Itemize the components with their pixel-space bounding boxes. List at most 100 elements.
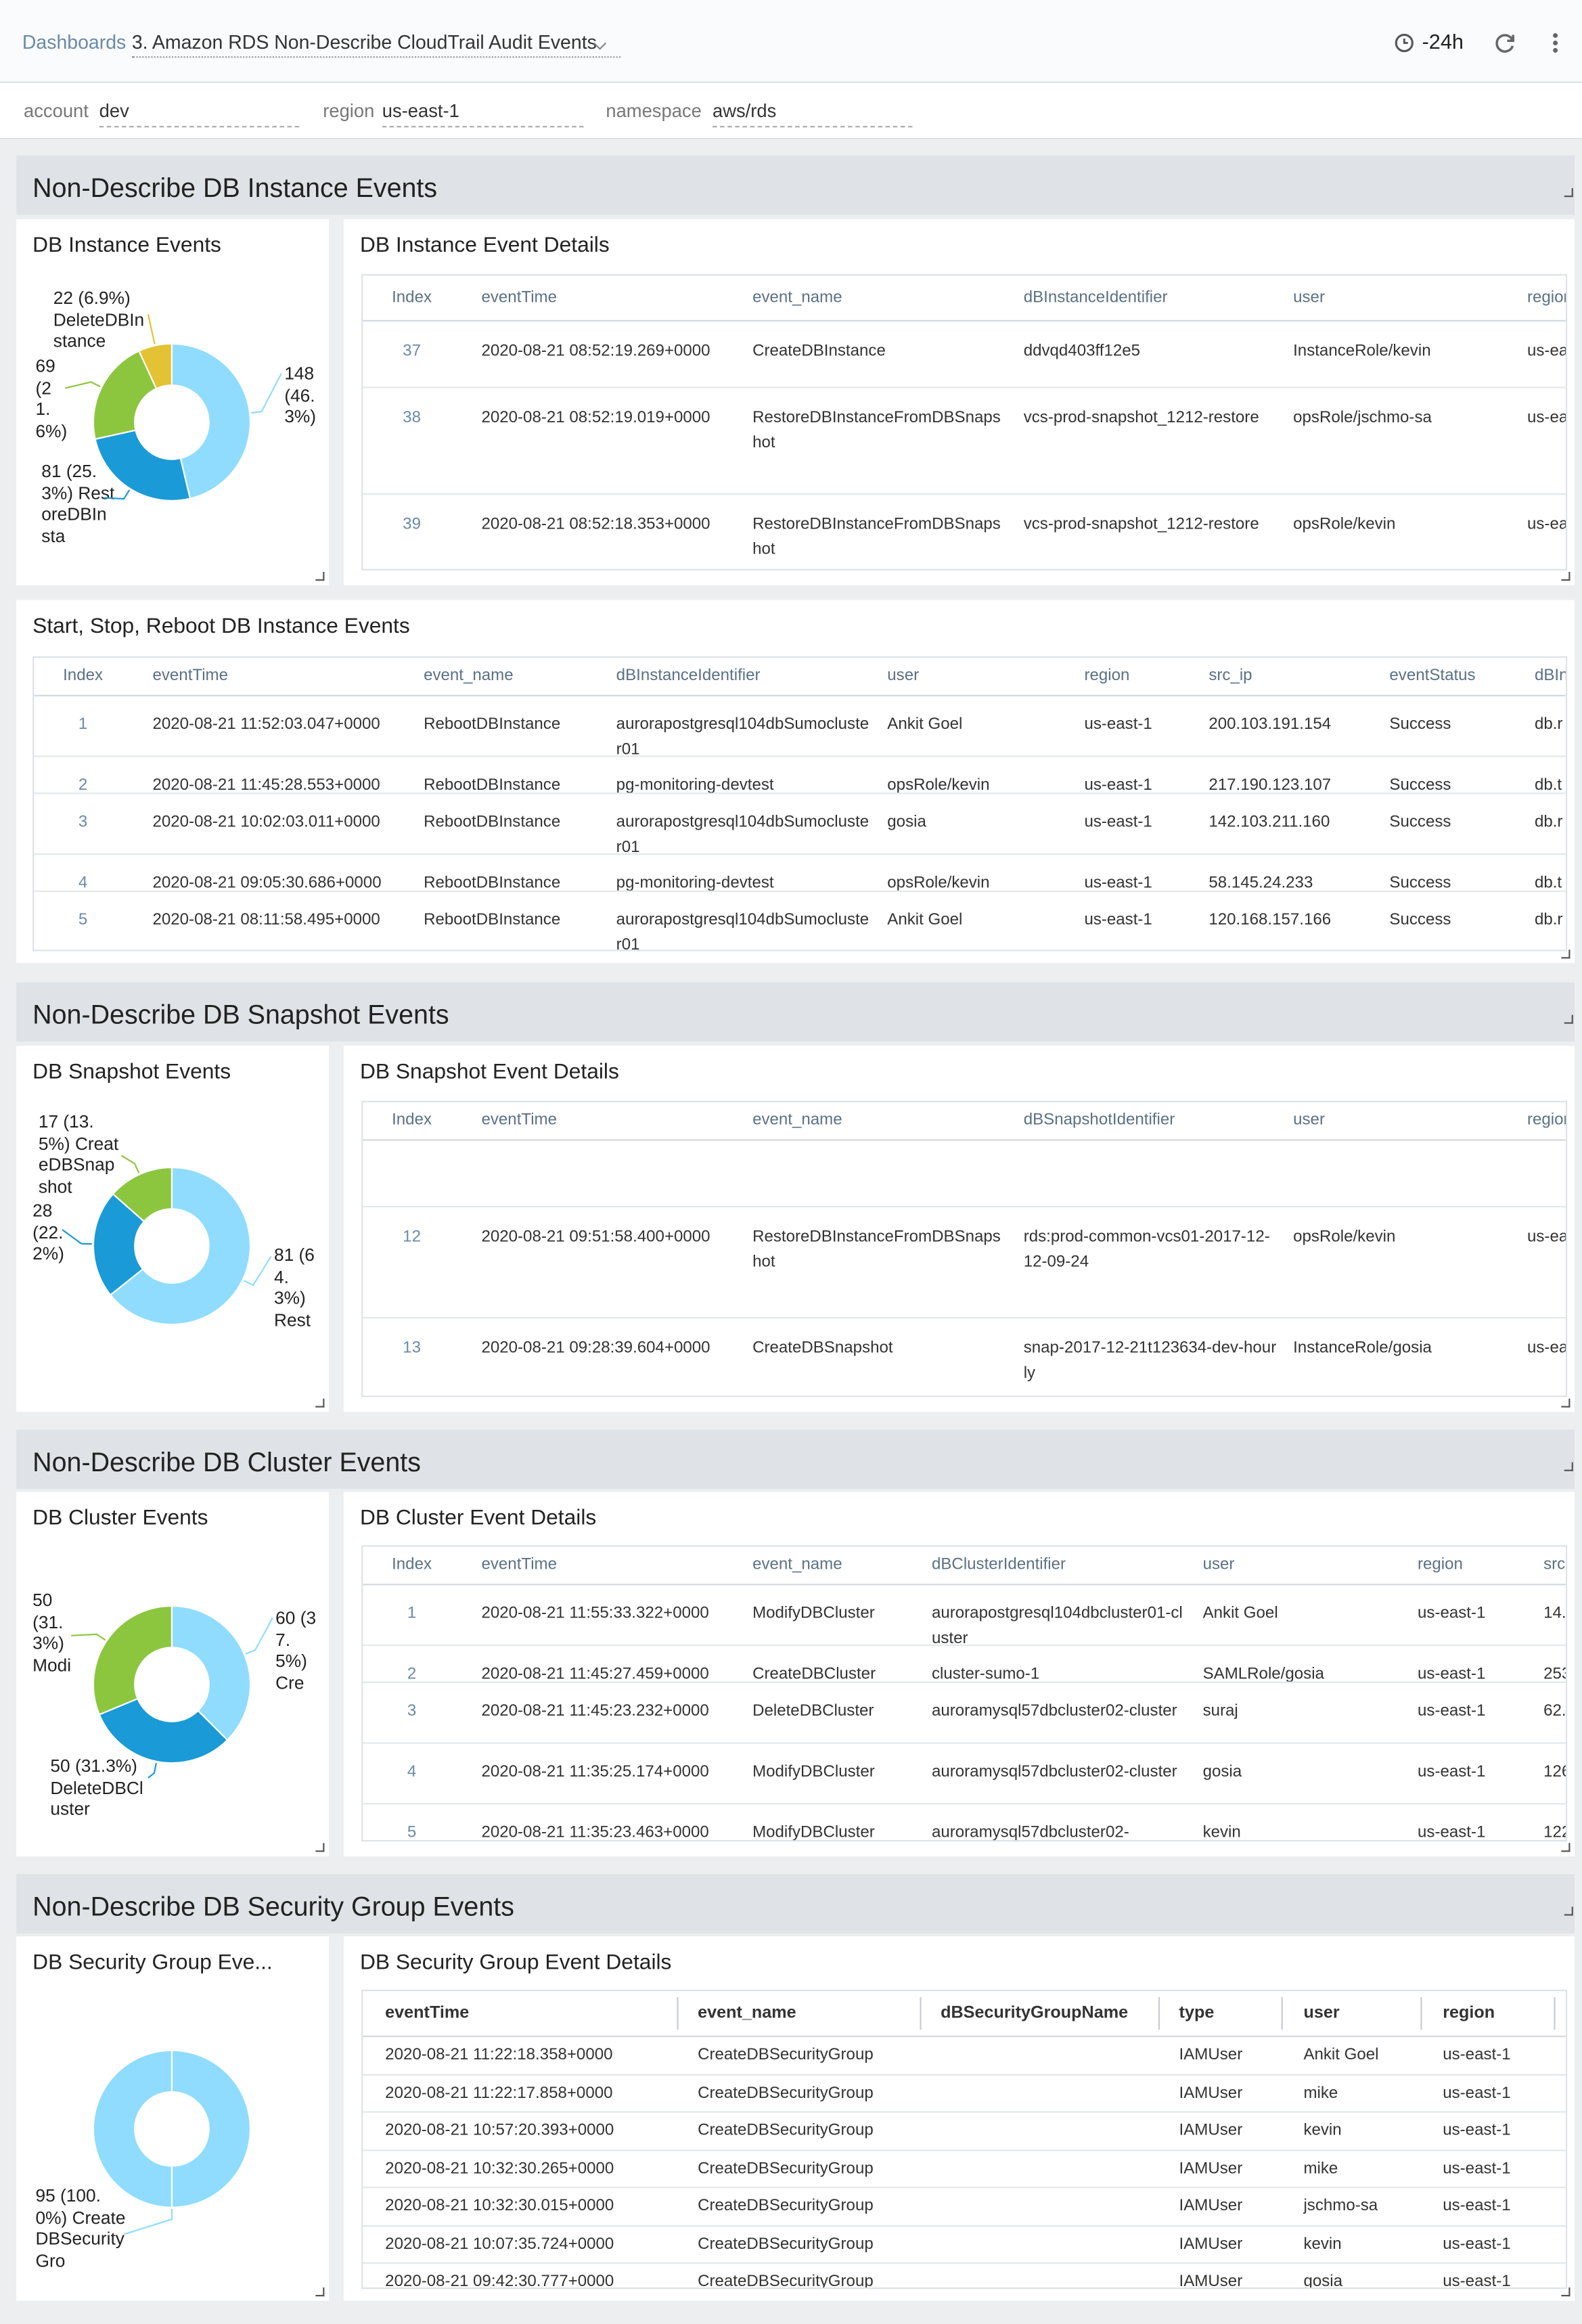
table-header (363, 1991, 1566, 2038)
table-cell: auroramysql57dbcluster02-cluster (931, 1702, 1177, 1720)
dropdown-icon[interactable] (593, 40, 608, 52)
table-cell: 2020-08-21 11:35:25.174+0000 (481, 1763, 709, 1781)
column-header[interactable]: user (1202, 1555, 1235, 1573)
column-header[interactable]: eventTime (385, 2003, 470, 2022)
table-cell: DeleteDBCluster (752, 1702, 874, 1720)
table-cell: CreateDBSecurityGroup (698, 2159, 874, 2177)
column-header[interactable]: user (887, 667, 920, 685)
resize-corner (1564, 1462, 1573, 1471)
table-cell: 200.103.191.154 (1208, 715, 1332, 734)
data-table: Index eventTime event_name dBInstanceIdenti… (361, 273, 1568, 571)
column-header[interactable]: event_name (424, 667, 514, 685)
table-cell: 38 (403, 409, 421, 427)
table-cell: 2020-08-21 10:07:35.724+0000 (385, 2235, 614, 2253)
time-range[interactable]: -24h (1422, 29, 1464, 53)
section-title: Non-Describe DB Instance Events (32, 173, 438, 203)
table-cell: ddvqd403ff12e5 (1023, 342, 1141, 360)
column-header[interactable]: dBClusterIdentifier (931, 1555, 1066, 1573)
table-cell: us-east-1 (1443, 2121, 1511, 2140)
column-header[interactable]: region (1418, 1555, 1463, 1573)
table-cell: ModifyDBCluster (752, 1823, 875, 1842)
table-cell: gosia (1202, 1763, 1242, 1781)
resize-corner (1564, 188, 1573, 198)
table-cell: cluster-sumo-1 (931, 1665, 1040, 1683)
table-cell: SAMLRole/gosia (1202, 1665, 1324, 1683)
table-cell: us-east-1 (1084, 776, 1152, 795)
column-header[interactable]: Index (392, 1555, 432, 1573)
column-header[interactable]: Index (63, 667, 104, 685)
table-cell: us-east-1 (1527, 515, 1568, 534)
menu-icon[interactable] (1551, 31, 1560, 55)
dashboard-title[interactable]: 3. Amazon RDS Non-Describe CloudTrail Au… (131, 31, 620, 58)
slice-label: 22 (6.9%) DeleteDBInstance (53, 288, 145, 352)
table-cell: RebootDBInstance (424, 874, 561, 892)
table-cell: CreateDBInstance (752, 342, 886, 360)
column-header[interactable]: dBInstanceIdentifier (1023, 288, 1168, 307)
table-cell: us-east-1 (1084, 874, 1152, 892)
column-header[interactable]: event_name (752, 1555, 842, 1573)
column-header[interactable]: type (1179, 2003, 1215, 2022)
table-cell: 2020-08-21 11:35:23.463+0000 (481, 1823, 709, 1842)
table-cell: aurorapostgresql104dbSumocluster01 (616, 715, 869, 758)
table-cell: 2020-08-21 10:32:30.265+0000 (385, 2159, 614, 2177)
column-header[interactable]: event_name (752, 1111, 842, 1130)
refresh-icon[interactable] (1493, 31, 1517, 55)
column-header[interactable]: eventTime (152, 667, 229, 685)
table-cell: us-east-1 (1418, 1604, 1486, 1623)
row-separator (34, 853, 1566, 855)
table-cell: InstanceRole/gosia (1293, 1339, 1432, 1358)
column-header[interactable]: Index (392, 1111, 432, 1130)
table-cell: db.r (1534, 911, 1563, 929)
column-header[interactable]: user (1303, 2003, 1340, 2022)
table-cell: db.r (1534, 715, 1563, 734)
column-header[interactable]: eventTime (481, 1555, 558, 1573)
data-table: eventTime event_name dBSecurityGroupName ty… (361, 1990, 1568, 2289)
column-header[interactable]: region (1443, 2003, 1495, 2022)
row-separator (363, 2262, 1566, 2264)
column-header[interactable]: Index (392, 288, 432, 307)
section-title: Non-Describe DB Snapshot Events (32, 1000, 449, 1030)
clock-icon[interactable] (1394, 32, 1415, 53)
column-header[interactable]: eventTime (481, 288, 558, 307)
slice-value-label: 50 (31.3%) (32, 1589, 64, 1654)
row-separator (363, 1742, 1566, 1744)
row-separator (34, 755, 1566, 757)
filter-value[interactable]: dev (99, 101, 300, 128)
column-header[interactable]: dBIn (1534, 667, 1568, 685)
column-header[interactable]: eventTime (481, 1111, 558, 1130)
table-cell: 58.145.24.233 (1208, 874, 1313, 892)
column-header[interactable]: src_ip (1208, 667, 1252, 685)
column-header[interactable]: user (1293, 1111, 1325, 1130)
table-cell: 2020-08-21 09:42:30.777+0000 (385, 2273, 614, 2289)
table-cell: Success (1389, 813, 1451, 832)
table-cell: us-east-1 (1527, 1228, 1568, 1247)
table-cell: vcs-prod-snapshot_1212-restore (1023, 409, 1259, 427)
column-header[interactable]: region (1527, 1111, 1566, 1130)
filter-value[interactable]: us-east-1 (382, 101, 584, 128)
slice-label: 17 (13.5%) CreateDBSnapshot (39, 1111, 122, 1197)
table-cell: db.t (1534, 776, 1562, 795)
column-header[interactable]: user (1293, 288, 1325, 307)
column-header[interactable]: eventStatus (1389, 667, 1476, 685)
column-header[interactable]: region (1527, 288, 1566, 307)
filter-value[interactable]: aws/rds (712, 101, 913, 128)
table-cell: mike (1303, 2084, 1338, 2102)
row-separator (363, 1803, 1566, 1805)
table-cell: us-east-1 (1443, 2046, 1511, 2064)
table-cell: 4 (407, 1763, 417, 1781)
breadcrumb[interactable]: Dashboards (22, 30, 127, 53)
column-header[interactable]: dBInstanceIdentifier (616, 667, 761, 685)
table-cell: opsRole/kevin (1293, 515, 1396, 534)
column-header[interactable]: dBSecurityGroupName (941, 2003, 1129, 2022)
table-cell: aurorapostgresql104dbSumocluster01 (616, 911, 869, 952)
column-header[interactable]: dBSnapshotIdentifier (1023, 1111, 1175, 1130)
section-header (16, 982, 1575, 1042)
table-cell: IAMUser (1179, 2273, 1243, 2289)
column-header[interactable]: event_name (752, 288, 842, 307)
table-cell: IAMUser (1179, 2197, 1243, 2215)
resize-corner (315, 2287, 325, 2297)
column-header[interactable]: src (1543, 1555, 1566, 1573)
column-header[interactable]: event_name (698, 2003, 796, 2022)
column-header[interactable]: region (1084, 667, 1130, 685)
panel-title: DB Instance Events (32, 233, 221, 258)
